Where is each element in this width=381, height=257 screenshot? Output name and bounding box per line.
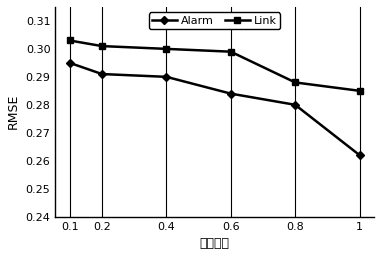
Alarm xyxy=(164,75,169,78)
Link xyxy=(100,44,104,48)
Y-axis label: RMSE: RMSE xyxy=(7,94,20,130)
X-axis label: 训练预算: 训练预算 xyxy=(200,237,230,250)
Line: Link: Link xyxy=(66,37,363,94)
Line: Alarm: Alarm xyxy=(67,60,363,158)
Link xyxy=(357,89,362,92)
Alarm xyxy=(67,61,72,65)
Alarm xyxy=(229,92,233,95)
Link xyxy=(164,47,169,50)
Alarm xyxy=(357,154,362,157)
Link xyxy=(293,81,298,84)
Alarm xyxy=(100,72,104,76)
Link xyxy=(67,39,72,42)
Link xyxy=(229,50,233,53)
Legend: Alarm, Link: Alarm, Link xyxy=(149,13,280,29)
Alarm xyxy=(293,103,298,106)
